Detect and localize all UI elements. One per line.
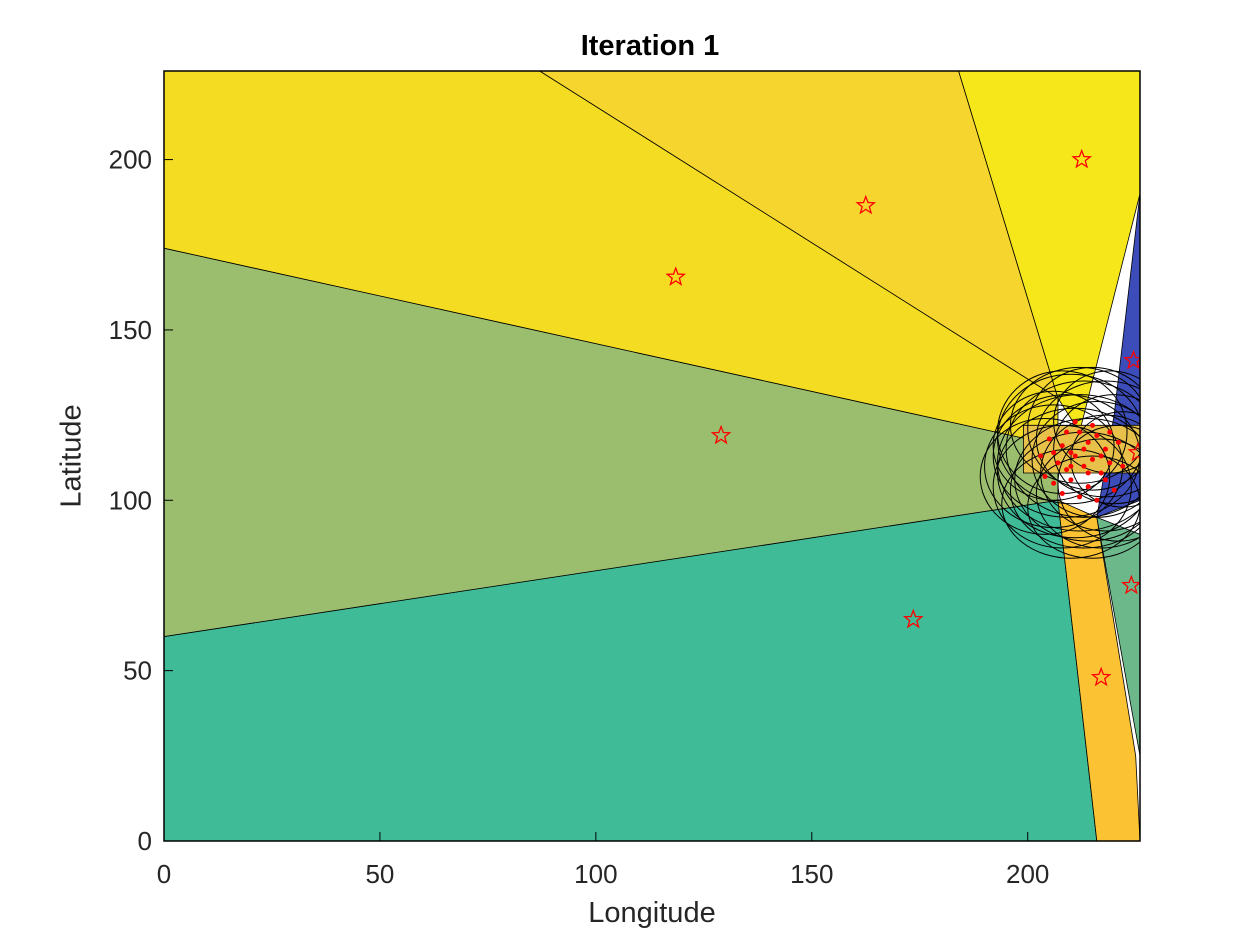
point-28 (1064, 429, 1070, 435)
y-tick-label-2: 100 (109, 485, 152, 515)
circle-13 (979, 418, 1111, 535)
point-13 (1107, 460, 1113, 466)
point-18 (1102, 477, 1108, 483)
region-7 (1096, 516, 1140, 756)
chart-title: Iteration 1 (580, 30, 720, 62)
point-29 (1081, 446, 1087, 452)
star-marker-4 (902, 608, 924, 629)
point-14 (1042, 473, 1048, 479)
star-marker-0 (665, 266, 687, 286)
x-axis: 0 50 100 150 200 (157, 832, 1049, 889)
circle-2 (997, 373, 1140, 505)
circle-17 (1057, 424, 1140, 542)
x-tick-label-1: 50 (365, 859, 394, 889)
plot-frame (163, 70, 1141, 842)
y-tick-label-1: 50 (123, 656, 152, 686)
point-19 (1111, 487, 1117, 493)
y-tick-label-3: 150 (109, 315, 152, 345)
star-marker-1 (855, 194, 877, 215)
point-4 (1085, 439, 1091, 445)
point-8 (1064, 467, 1070, 473)
point-17 (1085, 484, 1091, 490)
circle-22 (997, 394, 1140, 532)
y-axis-label: Latitude (55, 404, 88, 508)
circle-18 (1001, 448, 1140, 559)
point-12 (1098, 470, 1104, 476)
x-tick-label-2: 100 (574, 859, 617, 889)
circle-20 (1053, 370, 1140, 474)
point-33 (1051, 450, 1057, 456)
point-30 (1098, 453, 1104, 459)
point-2 (1068, 450, 1074, 456)
circle-21 (992, 390, 1115, 501)
point-7 (1055, 460, 1061, 466)
x-tick-label-0: 0 (157, 859, 171, 889)
point-5 (1094, 433, 1100, 439)
circle-23 (1070, 411, 1140, 508)
point-10 (1081, 463, 1087, 469)
x-tick-label-3: 150 (790, 859, 833, 889)
y-tick-label-4: 200 (109, 145, 152, 175)
point-6 (1102, 446, 1108, 452)
point-23 (1115, 439, 1121, 445)
circle-7 (1031, 401, 1140, 518)
circle-layer (979, 366, 1140, 559)
circle-10 (997, 407, 1140, 539)
point-15 (1051, 480, 1057, 486)
point-22 (1094, 497, 1100, 503)
star-marker-6 (1121, 574, 1140, 595)
star-layer (665, 148, 1140, 687)
point-3 (1077, 429, 1083, 435)
y-axis: 0 50 100 150 200 (109, 145, 173, 856)
point-27 (1089, 422, 1095, 428)
x-axis-label: Longitude (588, 897, 716, 929)
x-tick-label-4: 200 (1006, 859, 1049, 889)
point-1 (1059, 443, 1065, 449)
circle-19 (1027, 455, 1140, 559)
star-marker-8 (1127, 441, 1140, 462)
point-layer (1038, 419, 1126, 503)
point-34 (1107, 429, 1113, 435)
point-21 (1059, 490, 1065, 496)
point-32 (1085, 470, 1091, 476)
star-marker-2 (1071, 148, 1093, 169)
circle-5 (1005, 380, 1140, 518)
point-11 (1089, 456, 1095, 462)
point-31 (1068, 463, 1074, 469)
point-0 (1046, 436, 1052, 442)
circle-8 (1053, 394, 1140, 505)
point-16 (1068, 477, 1074, 483)
circle-14 (992, 424, 1132, 549)
circle-3 (1027, 366, 1140, 491)
point-20 (1077, 494, 1083, 500)
star-marker-3 (710, 424, 732, 445)
circle-6 (992, 394, 1140, 518)
circle-15 (1009, 431, 1140, 549)
y-tick-label-0: 0 (138, 826, 152, 856)
point-9 (1072, 453, 1078, 459)
point-24 (1120, 463, 1126, 469)
region-layer (164, 71, 1140, 841)
point-25 (1038, 453, 1044, 459)
region-4 (958, 71, 1140, 434)
circle-11 (1014, 418, 1140, 542)
star-marker-5 (1090, 666, 1112, 687)
circle-16 (1035, 438, 1140, 549)
point-26 (1072, 419, 1078, 425)
